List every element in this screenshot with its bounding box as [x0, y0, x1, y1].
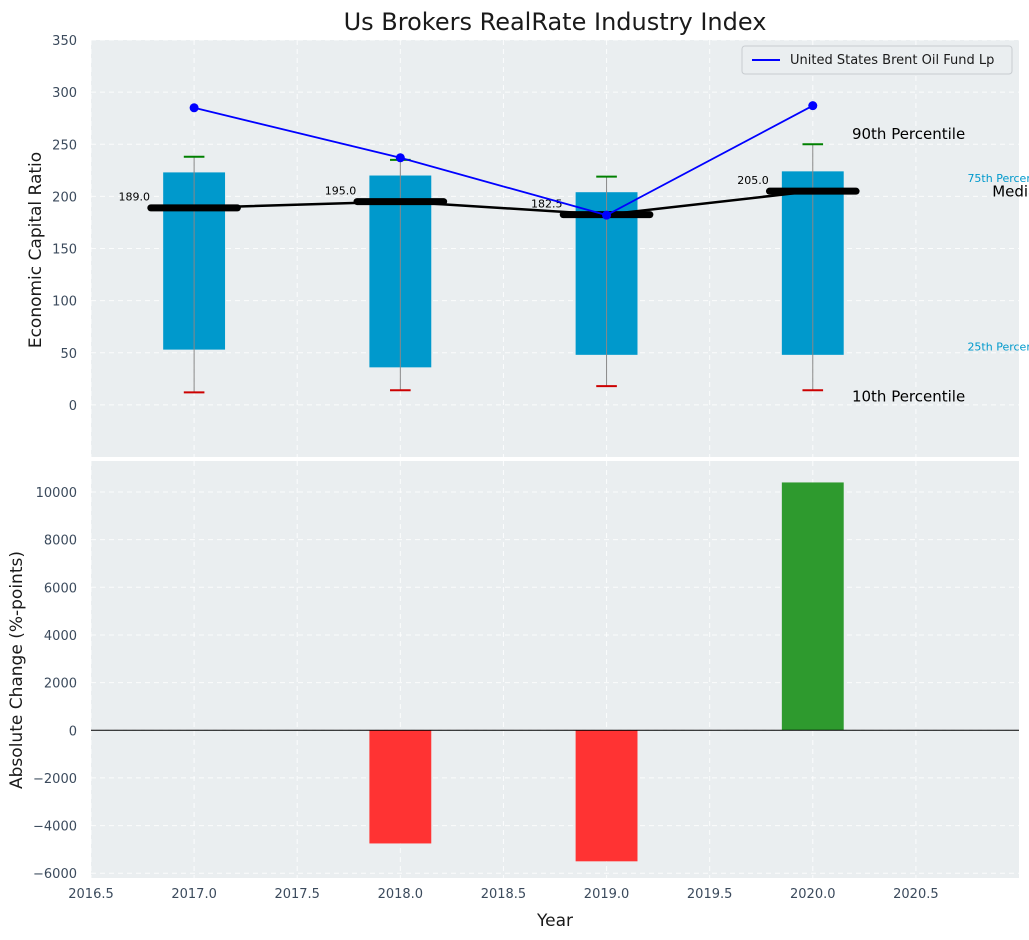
change-bar: [575, 730, 638, 862]
bottom-y-tick-label: −4000: [33, 820, 77, 835]
median-trend-line: [194, 189, 813, 216]
median-value-label: 195.0: [325, 184, 357, 197]
x-tick-label: 2017.0: [171, 887, 217, 902]
x-tick-label: 2018.5: [481, 887, 527, 902]
x-axis-label: Year: [536, 911, 573, 931]
fund-series-point: [808, 101, 818, 111]
top-y-tick-label: 200: [52, 190, 77, 205]
top-y-tick-label: 100: [52, 295, 77, 310]
change-bar: [781, 482, 844, 731]
fund-series-point: [189, 103, 199, 113]
top-y-tick-label: 50: [60, 347, 77, 362]
bottom-y-tick-label: 0: [69, 724, 77, 739]
top-y-tick-label: 300: [52, 86, 77, 101]
top-y-tick-label: 350: [52, 34, 77, 49]
change-bar: [369, 730, 432, 844]
top-y-tick-label: 150: [52, 243, 77, 258]
legend-box: [741, 45, 1013, 75]
bottom-y-tick-label: −2000: [33, 772, 77, 787]
legend-label: United States Brent Oil Fund Lp: [790, 53, 994, 68]
bottom-y-axis-label: Absolute Change (%-points): [7, 551, 27, 789]
p75-annotation: 75th Percentile: [967, 172, 1029, 185]
x-tick-label: 2017.5: [274, 887, 320, 902]
bottom-marks: [91, 482, 1019, 862]
x-tick-label: 2020.5: [893, 887, 939, 902]
bottom-y-ticks: −6000 −4000 −2000 0 2000 4000 6000 8000 10000: [33, 486, 77, 882]
x-tick-label: 2018.0: [378, 887, 424, 902]
median-value-label: 189.0: [119, 191, 151, 204]
bottom-y-tick-label: 6000: [44, 581, 77, 596]
x-ticks: 2016.5 2017.0 2017.5 2018.0 2018.5 2019.0 2019…: [68, 887, 938, 902]
x-tick-label: 2019.0: [584, 887, 630, 902]
x-tick-label: 2016.5: [68, 887, 114, 902]
fund-series-line: [193, 104, 814, 217]
top-y-axis-label: Economic Capital Ratio: [26, 152, 46, 348]
p90-annotation: 90th Percentile: [852, 125, 965, 143]
p10-annotation: 10th Percentile: [852, 388, 965, 406]
bottom-y-tick-label: 2000: [44, 677, 77, 692]
bottom-y-tick-label: 4000: [44, 629, 77, 644]
x-tick-label: 2020.0: [790, 887, 836, 902]
bottom-y-tick-label: 10000: [36, 486, 77, 501]
bottom-y-tick-label: −6000: [33, 867, 77, 882]
p25-annotation: 25th Percentile: [967, 341, 1029, 354]
fund-series-point: [395, 153, 405, 163]
median-value-label: 205.0: [737, 174, 769, 187]
bottom-plot-area: [91, 461, 1019, 878]
top-y-ticks: 0 50 100 150 200 250 300 350: [52, 34, 77, 414]
median-annotation: Median: [992, 182, 1029, 200]
x-tick-label: 2019.5: [687, 887, 733, 902]
legend: United States Brent Oil Fund Lp: [741, 45, 1013, 75]
fund-series-point: [602, 210, 612, 220]
chart-title: Us Brokers RealRate Industry Index: [344, 8, 767, 36]
top-y-tick-label: 0: [69, 399, 77, 414]
top-y-tick-label: 250: [52, 138, 77, 153]
bottom-y-tick-label: 8000: [44, 534, 77, 549]
